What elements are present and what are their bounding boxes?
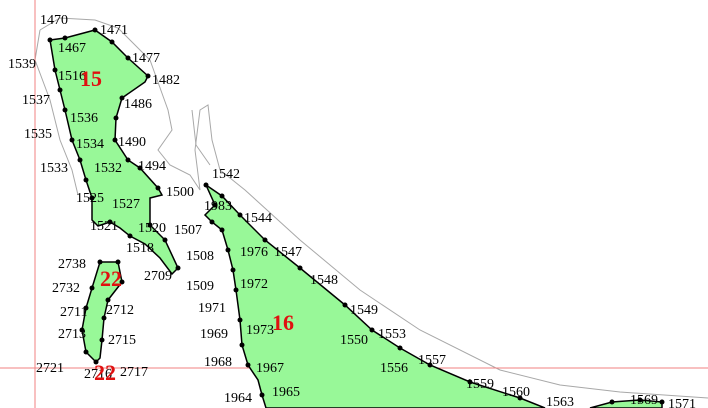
point-label: 2717: [120, 365, 148, 380]
point-label: 1536: [70, 111, 98, 126]
zone-label-22: 22: [94, 360, 116, 385]
point-label: 1534: [76, 137, 104, 152]
point-label: 1983: [204, 199, 232, 214]
point-label: 1553: [378, 327, 406, 342]
point-label: 1556: [380, 361, 408, 376]
point-label: 1490: [118, 135, 146, 150]
coastline: [34, 17, 708, 399]
point-label: 1467: [58, 41, 86, 56]
point-label: 1548: [310, 273, 338, 288]
point-label: 1560: [502, 385, 530, 400]
point-label: 1527: [112, 197, 140, 212]
point-label: 1482: [152, 73, 180, 88]
point-label: 1539: [8, 57, 36, 72]
point-label: 1535: [24, 127, 52, 142]
zone-15-area[interactable]: [49, 29, 179, 276]
point-label: 1537: [22, 93, 50, 108]
boundary-points: [47, 27, 665, 405]
point-label: 2712: [106, 303, 134, 318]
point-label: 1521: [90, 219, 118, 234]
point-label: 2711: [60, 305, 87, 320]
point-label: 2738: [58, 257, 86, 272]
point-label: 1509: [186, 279, 214, 294]
zone-label-16: 16: [272, 310, 294, 335]
point-label: 1571: [668, 397, 696, 408]
point-label: 1557: [418, 353, 446, 368]
point-label: 1563: [546, 395, 574, 408]
point-label: 1520: [138, 221, 166, 236]
point-label: 1507: [174, 223, 202, 238]
point-label: 1486: [124, 97, 152, 112]
point-label: 1518: [126, 241, 154, 256]
point-label: 1550: [340, 333, 368, 348]
point-label: 1976: [240, 245, 268, 260]
point-label: 2721: [36, 361, 64, 376]
point-label: 1525: [76, 191, 104, 206]
point-label: 1569: [630, 393, 658, 408]
zone-label-22: 22: [100, 266, 122, 291]
point-label: 2716: [84, 367, 112, 382]
point-label: 1471: [100, 23, 128, 38]
point-label: 1542: [212, 167, 240, 182]
point-label: 1968: [204, 355, 232, 370]
point-label: 2709: [144, 269, 172, 284]
point-label: 2732: [52, 281, 80, 296]
point-label: 2713: [58, 327, 86, 342]
point-label: 1547: [274, 245, 302, 260]
point-label: 1494: [138, 159, 166, 174]
point-label: 1477: [132, 51, 160, 66]
point-label: 1533: [40, 161, 68, 176]
point-label: 1964: [224, 391, 252, 406]
point-label: 1969: [200, 327, 228, 342]
point-label: 1508: [186, 249, 214, 264]
zone-labels: 15 16 22 22: [80, 66, 294, 385]
point-label: 2715: [108, 333, 136, 348]
point-label: 1516: [58, 69, 86, 84]
zone-small-area[interactable]: [589, 399, 663, 408]
point-label: 1544: [244, 211, 272, 226]
zone-label-15: 15: [80, 66, 102, 91]
point-label: 1971: [198, 301, 226, 316]
point-label: 1965: [272, 385, 300, 400]
point-label: 1470: [40, 13, 68, 28]
point-label: 1972: [240, 277, 268, 292]
point-label: 1500: [166, 185, 194, 200]
zone-16-area[interactable]: [203, 182, 546, 408]
point-label: 1967: [256, 361, 284, 376]
point-labels: 1470 1471 1467 1477 1539 1482 1537 1486 …: [8, 13, 696, 408]
point-label: 1559: [466, 377, 494, 392]
point-label: 1549: [350, 303, 378, 318]
point-label: 1532: [94, 161, 122, 176]
point-label: 1973: [246, 323, 274, 338]
